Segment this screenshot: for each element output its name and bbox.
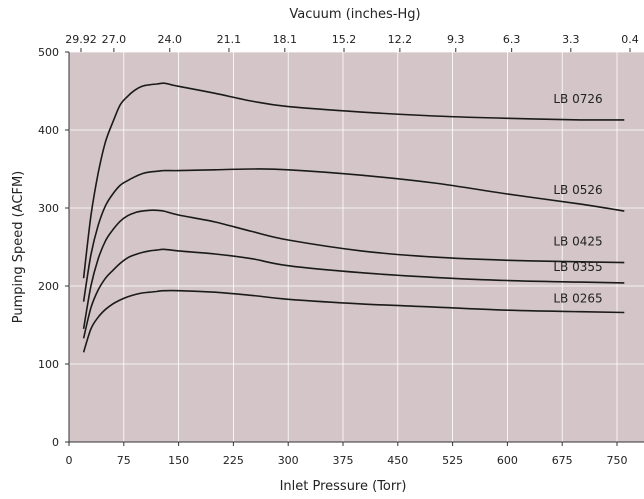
series-label-lb-0355: LB 0355 xyxy=(553,260,602,274)
top-tick-label: 9.3 xyxy=(447,33,465,46)
y-axis-title: Pumping Speed (ACFM) xyxy=(11,171,26,323)
series-label-lb-0726: LB 0726 xyxy=(553,92,602,106)
top-tick-label: 24.0 xyxy=(158,33,183,46)
top-tick-label: 21.1 xyxy=(217,33,242,46)
y-tick-label: 100 xyxy=(38,358,59,371)
y-tick-label: 500 xyxy=(38,46,59,59)
top-tick-label: 6.3 xyxy=(503,33,521,46)
series-labels: LB 0726 LB 0526 LB 0425 LB 0355 LB 0265 xyxy=(553,92,602,306)
series-label-lb-0265: LB 0265 xyxy=(553,292,602,306)
top-tick-label: 12.2 xyxy=(388,33,413,46)
axes: 0 75 150 225 300 375 450 525 600 675 750 0 100 200 300… xyxy=(38,33,644,467)
top-tick-label: 27.0 xyxy=(102,33,127,46)
x-tick-label: 225 xyxy=(223,454,244,467)
x-tick-label: 0 xyxy=(66,454,73,467)
x-tick-label: 75 xyxy=(117,454,131,467)
top-tick-label: 0.4 xyxy=(621,33,639,46)
grid xyxy=(69,51,644,442)
series-line-lb-0526 xyxy=(82,168,625,302)
series-line-lb-0726 xyxy=(82,82,625,279)
top-tick-label: 18.1 xyxy=(273,33,298,46)
x-tick-label: 750 xyxy=(607,454,628,467)
top-tick-label: 15.2 xyxy=(332,33,357,46)
y-tick-label: 200 xyxy=(38,280,59,293)
series-label-lb-0425: LB 0425 xyxy=(553,235,602,249)
series-line-lb-0355 xyxy=(82,248,625,339)
top-tick-label: 29.92 xyxy=(65,33,97,46)
x-tick-label: 675 xyxy=(552,454,573,467)
y-tick-label: 300 xyxy=(38,202,59,215)
series-line-lb-0265 xyxy=(82,289,625,353)
x-tick-label: 150 xyxy=(168,454,189,467)
series-line-lb-0425 xyxy=(82,209,625,330)
x-tick-label: 600 xyxy=(497,454,518,467)
x-tick-label: 300 xyxy=(278,454,299,467)
y-tick-label: 400 xyxy=(38,124,59,137)
top-tick-label: 3.3 xyxy=(562,33,580,46)
x-axis-title: Inlet Pressure (Torr) xyxy=(280,479,407,494)
series-lines xyxy=(82,82,625,353)
x-tick-label: 375 xyxy=(333,454,354,467)
top-axis-title: Vacuum (inches-Hg) xyxy=(289,7,420,22)
y-tick-label: 0 xyxy=(52,436,59,449)
plot-background xyxy=(69,52,644,442)
x-tick-label: 525 xyxy=(442,454,463,467)
x-tick-label: 450 xyxy=(387,454,408,467)
series-label-lb-0526: LB 0526 xyxy=(553,183,602,197)
